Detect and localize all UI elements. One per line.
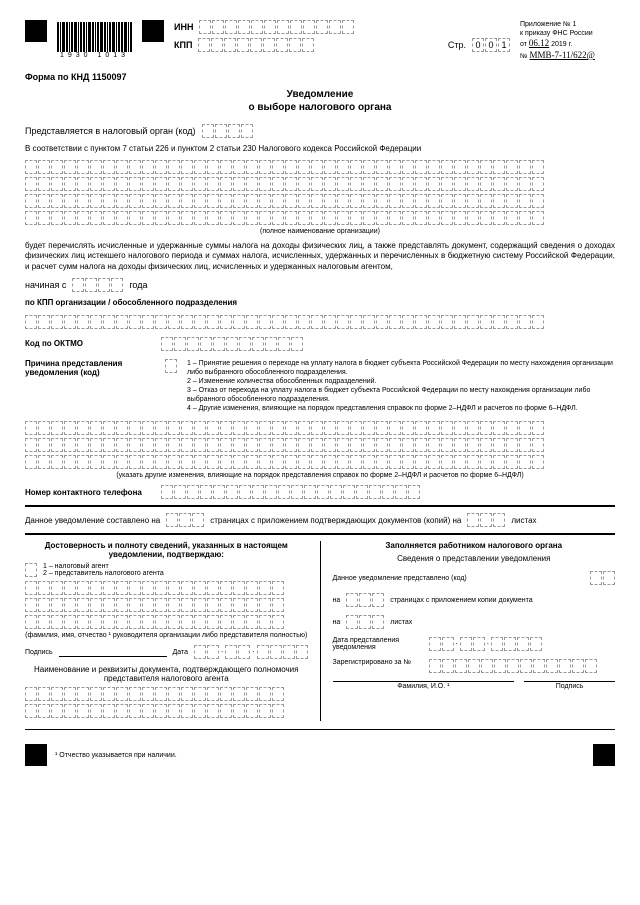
marker-square-bl	[25, 744, 47, 766]
right-column: Заполняется работником налогового органа…	[333, 541, 616, 721]
divider-2	[25, 533, 615, 535]
inn-cells[interactable]	[199, 20, 354, 34]
reason-block: Причина представления уведомления (код) …	[25, 359, 615, 414]
two-column-section: Достоверность и полноту сведений, указан…	[25, 541, 615, 721]
org-name-rows[interactable]	[25, 160, 615, 225]
submitted-code[interactable]	[590, 571, 615, 585]
oktmo-cells[interactable]	[161, 337, 303, 351]
date-submit-label: Дата представления уведомления	[333, 637, 423, 651]
fio-caption: (фамилия, имя, отчество ¹ руководителя о…	[25, 632, 308, 639]
sign-label: Подпись	[25, 649, 53, 656]
divider-1	[25, 505, 615, 507]
reason-label: Причина представления уведомления (код)	[25, 359, 122, 377]
reg-label: Зарегистрировано за №	[333, 659, 423, 666]
marker-square-2	[142, 20, 164, 42]
reason-4: 4 – Другие изменения, влияющие на порядо…	[187, 404, 615, 413]
marker-square-br	[593, 744, 615, 766]
submitted-label: Данное уведомление представлено (код)	[333, 575, 585, 582]
barcode: 1930 1013	[57, 20, 132, 59]
other-changes-caption: (указать другие изменения, влияющие на п…	[25, 472, 615, 479]
pages-text-2: страницах с приложением подтверждающих д…	[210, 516, 461, 525]
other-changes-rows[interactable]	[25, 421, 615, 469]
signer-type-cell[interactable]	[25, 563, 37, 577]
attach-line2: к приказу ФНС России	[520, 29, 615, 38]
footnote-text: ¹ Отчество указывается при наличии.	[55, 752, 177, 759]
left-column: Достоверность и полноту сведений, указан…	[25, 541, 308, 721]
page-label: Стр.	[448, 40, 466, 50]
fio-row-2[interactable]	[25, 598, 308, 612]
right-subtitle: Сведения о представлении уведомления	[333, 554, 616, 563]
kpp-label: КПП	[174, 40, 192, 50]
law-text: В соответствии с пунктом 7 статьи 226 и …	[25, 144, 615, 154]
attachment-info: Приложение № 1 к приказу ФНС России от 0…	[520, 20, 615, 62]
kpp-org-row[interactable]	[25, 315, 615, 329]
year-cells[interactable]	[72, 278, 123, 292]
pages-text-1: Данное уведомление составлено на	[25, 516, 160, 525]
submit-org-label: Представляется в налоговый орган (код)	[25, 126, 196, 136]
attach-line1: Приложение № 1	[520, 20, 615, 29]
reg-cells[interactable]	[429, 659, 597, 673]
pages-text-3: листах	[511, 516, 536, 525]
signature-line[interactable]	[59, 647, 167, 657]
page-cells: 001	[472, 38, 510, 52]
start-label: начиная с	[25, 280, 66, 290]
fio-row-3[interactable]	[25, 615, 308, 629]
date-cells-left[interactable]: ..	[194, 645, 307, 659]
marker-square-tl	[25, 20, 47, 42]
doc-row-1[interactable]	[25, 687, 308, 701]
inn-label: ИНН	[174, 22, 193, 32]
org-name-caption: (полное наименование организации)	[25, 228, 615, 235]
fio-row-1[interactable]	[25, 581, 308, 595]
phone-cells[interactable]	[161, 485, 420, 499]
oktmo-label: Код по ОКТМО	[25, 339, 155, 348]
reason-code-cell[interactable]	[165, 359, 177, 373]
doc-row-2[interactable]	[25, 704, 308, 718]
doc-auth-title: Наименование и реквизиты документа, подт…	[25, 665, 308, 683]
pages-count-1[interactable]	[166, 513, 204, 527]
org-code-cells[interactable]	[202, 124, 253, 138]
year-label: года	[129, 280, 147, 290]
footnote-divider	[25, 729, 615, 730]
date-cells-right[interactable]: ..	[429, 637, 542, 651]
date-label: Дата	[173, 649, 189, 656]
form-code: Форма по КНД 1150097	[25, 72, 615, 82]
opt-2: 2 – представитель налогового агента	[43, 570, 164, 577]
reason-1: 1 – Принятие решения о переходе на уплат…	[187, 359, 615, 377]
right-pages-1[interactable]	[346, 593, 384, 607]
header: 1930 1013 ИНН КПП Стр. 001 Приложение № …	[25, 20, 615, 62]
opt-1: 1 – налоговый агент	[43, 563, 164, 570]
main-paragraph: будет перечислять исчисленные и удержанн…	[25, 241, 615, 272]
barcode-numbers: 1930 1013	[57, 52, 132, 59]
footer: ¹ Отчество указывается при наличии.	[25, 744, 615, 766]
sheets-label: листах	[390, 619, 412, 626]
kpp-cells[interactable]	[198, 38, 314, 52]
left-title: Достоверность и полноту сведений, указан…	[25, 541, 308, 559]
right-sign-caption: Подпись	[524, 681, 615, 690]
doc-title: Уведомление о выборе налогового органа	[25, 88, 615, 114]
right-pages-2[interactable]	[346, 615, 384, 629]
vertical-divider	[320, 541, 321, 721]
pages-copies: страницах с приложением копии документа	[390, 597, 532, 604]
right-title: Заполняется работником налогового органа	[333, 541, 616, 550]
kpp-org-label: по КПП организации / обособленного подра…	[25, 298, 615, 308]
reason-2: 2 – Изменение количества обособленных по…	[187, 377, 615, 386]
phone-label: Номер контактного телефона	[25, 488, 155, 497]
right-fio-caption: Фамилия, И.О. ¹	[333, 681, 515, 690]
reason-3: 3 – Отказ от перехода на уплату налога в…	[187, 386, 615, 404]
pages-count-2[interactable]	[467, 513, 505, 527]
